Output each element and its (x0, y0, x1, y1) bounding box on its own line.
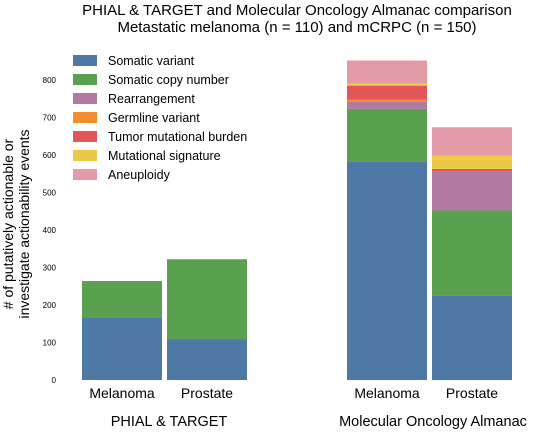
legend-swatch (73, 74, 97, 85)
legend-swatch (73, 112, 97, 123)
chart-subtitle: Metastatic melanoma (n = 110) and mCRPC … (117, 19, 476, 36)
legend-swatch (73, 169, 97, 180)
legend-swatch (73, 131, 97, 142)
y-tick-label: 100 (43, 339, 57, 348)
x-tick-label: Prostate (446, 385, 498, 401)
legend-label: Somatic variant (108, 54, 195, 68)
bar-segment (82, 281, 162, 318)
legend-label: Rearrangement (108, 92, 195, 106)
y-tick-label: 0 (52, 376, 57, 385)
legend: Somatic variant Somatic copy number Rearra… (73, 54, 247, 182)
y-tick-label: 500 (43, 189, 57, 198)
bar-segment (347, 108, 427, 162)
y-axis-label-line1: # of putatively actionable or (0, 138, 16, 309)
legend-label: Aneuploidy (108, 168, 171, 182)
y-tick-label: 600 (43, 151, 57, 160)
legend-label: Germline variant (108, 111, 200, 125)
bar-segment (347, 83, 427, 86)
bar-segment (167, 259, 247, 340)
bar-segment (167, 339, 247, 380)
bar-segment (82, 317, 162, 380)
y-axis-label-line2: investigate actionability events (16, 129, 32, 318)
legend-swatch (73, 93, 97, 104)
legend-label: Mutational signature (108, 149, 221, 163)
chart-title: PHIAL & TARGET and Molecular Oncology Al… (82, 2, 512, 19)
bar-segment (432, 127, 512, 156)
bar-segment (347, 161, 427, 380)
bar-segment (432, 155, 512, 169)
bar-segment (347, 99, 427, 102)
bar-segment (347, 101, 427, 109)
bar-segment (347, 60, 427, 84)
bars (82, 60, 512, 380)
legend-label: Tumor mutational burden (108, 130, 247, 144)
x-tick-label: Prostate (181, 385, 233, 401)
x-tick-label: Melanoma (89, 385, 155, 401)
group-label: PHIAL & TARGET (111, 414, 228, 430)
bar-segment (347, 85, 427, 100)
group-labels: PHIAL & TARGET Molecular Oncology Almanac (111, 414, 527, 430)
y-tick-label: 700 (43, 114, 57, 123)
y-tick-label: 300 (43, 264, 57, 273)
legend-swatch (73, 55, 97, 66)
y-tick-label: 200 (43, 301, 57, 310)
y-tick-label: 800 (43, 76, 57, 85)
bar-segment (432, 171, 512, 211)
x-tick-label: Melanoma (354, 385, 420, 401)
bar-segment (432, 210, 512, 296)
legend-swatch (73, 150, 97, 161)
bar-segment (432, 168, 512, 172)
group-label: Molecular Oncology Almanac (339, 414, 527, 430)
y-tick-label: 400 (43, 226, 57, 235)
x-axis-category-labels: Melanoma Prostate Melanoma Prostate (89, 385, 498, 401)
y-axis-ticks: 0 100 200 300 400 500 600 700 800 (43, 76, 57, 385)
legend-label: Somatic copy number (108, 73, 229, 87)
bar-segment (432, 295, 512, 380)
